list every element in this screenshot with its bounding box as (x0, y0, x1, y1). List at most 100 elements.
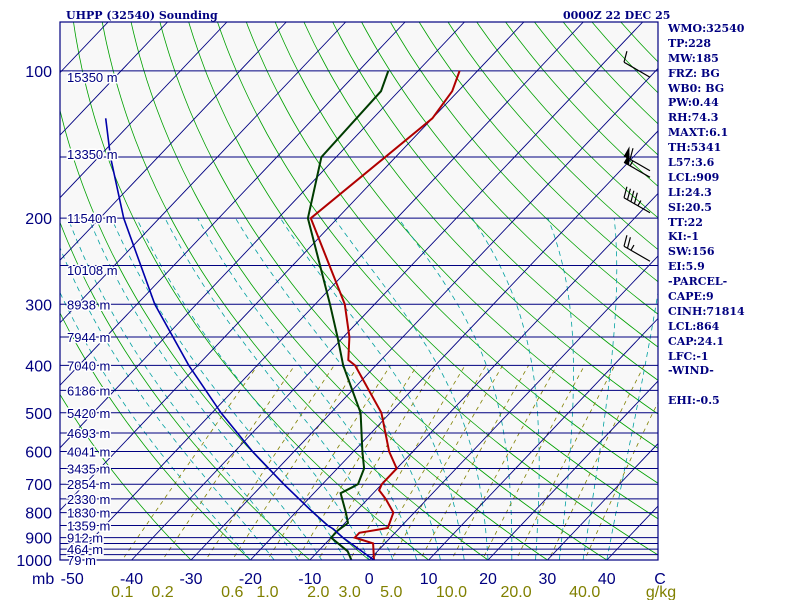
index-line: EHI:-0.5 (668, 394, 720, 408)
index-line: LI:24.3 (668, 185, 712, 199)
pressure-tick-label: 600 (25, 445, 52, 462)
pressure-tick-label: 700 (25, 477, 52, 494)
dry-adiabat (389, 22, 658, 315)
temperature-tick-label: 10 (420, 571, 438, 588)
index-line: EI:5.9 (668, 260, 705, 274)
isotherm (60, 22, 525, 511)
temperature-tick-label: -20 (239, 571, 262, 588)
dry-adiabat (101, 22, 489, 560)
dry-adiabat (274, 22, 658, 449)
wind-barb (623, 152, 651, 178)
pressure-tick-label: 1000 (16, 553, 52, 570)
height-label: 5420 m (67, 406, 110, 421)
height-label: 3435 m (67, 462, 110, 477)
pressure-unit-label: mb (32, 571, 54, 588)
height-label: 15350 m (67, 70, 118, 85)
index-line: L57:3.6 (668, 156, 715, 170)
dewpoint-profile (306, 70, 390, 560)
index-line: MW:185 (668, 51, 719, 65)
moist-adiabat (60, 246, 275, 560)
dry-adiabat (245, 22, 658, 484)
moist-adiabat (235, 217, 441, 560)
temperature-tick-label: -40 (120, 571, 143, 588)
mixing-ratio-tick-label: 2.0 (307, 584, 329, 600)
index-line: CINH:71814 (668, 304, 745, 318)
mixing-ratio-line (121, 365, 259, 560)
height-label: 7040 m (67, 358, 110, 373)
height-label: 7944 m (67, 330, 110, 345)
dry-adiabat (217, 22, 658, 520)
temperature-tick-label: 0 (365, 571, 374, 588)
isotherm (60, 22, 347, 324)
mixing-ratio-tick-label: 0.6 (221, 584, 243, 600)
plot-area (60, 22, 658, 560)
indices-panel: WMO:32540 TP:228 MW:185 FRZ: BG WB0: BG PW:0.… (668, 22, 798, 409)
mixing-ratio-line (205, 365, 335, 560)
pressure-tick-label: 200 (25, 211, 52, 228)
index-line: RH:74.3 (668, 111, 719, 125)
isotherm (487, 380, 658, 560)
dry-adiabat (562, 22, 658, 125)
isotherm (60, 22, 168, 136)
mixing-ratio-line (267, 365, 391, 560)
index-line: SW:156 (668, 245, 715, 259)
isotherm (547, 442, 658, 560)
mixing-ratio-line (515, 365, 616, 560)
index-line: LCL:909 (668, 170, 720, 184)
isotherm (71, 22, 584, 560)
plot-frame (59, 21, 659, 561)
isotherm (428, 317, 658, 560)
isotherm (190, 67, 658, 560)
moist-adiabat (67, 218, 299, 560)
pressure-tick-label: 100 (25, 64, 52, 81)
mixing-ratio-line (584, 401, 658, 560)
index-line: WMO:32540 (668, 22, 745, 35)
temperature-tick-label: 20 (479, 571, 497, 588)
index-line: WB0: BG (668, 81, 725, 95)
pressure-tick-label: 800 (25, 506, 52, 523)
temperature-tick-label: 30 (539, 571, 557, 588)
height-label: 912 m (67, 531, 103, 546)
mixing-ratio-tick-label: 0.2 (151, 584, 173, 600)
dry-adiabat (332, 22, 658, 381)
index-line: -WIND- (668, 364, 714, 378)
mixing-ratio-line (390, 365, 504, 560)
mixing-ratio-tick-label: 20.0 (500, 584, 531, 600)
index-line: KI:-1 (668, 230, 699, 244)
mixing-ratio-line (317, 365, 437, 560)
temperature-tick-label: -50 (61, 571, 84, 588)
index-line: TP:228 (668, 36, 712, 50)
mixing-ratio-tick-label: 40.0 (569, 584, 600, 600)
height-label: 11540 m (67, 211, 117, 226)
mixing-ratio-tick-label: 10.0 (436, 584, 467, 600)
isotherm (250, 130, 658, 560)
mixing-ratio-line (481, 365, 585, 560)
mixing-ratio-line (419, 365, 529, 560)
height-label: 4693 m (67, 426, 110, 441)
dry-adiabat (60, 312, 251, 560)
height-label: 1830 m (67, 506, 110, 521)
dry-adiabat (130, 22, 548, 560)
wind-barb (623, 186, 651, 214)
dry-adiabat (418, 22, 658, 283)
dry-adiabat (303, 22, 658, 415)
dry-adiabat (447, 22, 658, 251)
mixing-ratio-line (162, 365, 296, 560)
mixing-ratio-tick-label: 3.0 (339, 584, 361, 600)
station-title: UHPP (32540) Sounding (66, 9, 218, 22)
mixing-ratio-tick-label: 0.1 (111, 584, 133, 600)
pressure-tick-label: 300 (25, 297, 52, 314)
height-label: 2854 m (67, 477, 110, 492)
height-label: 1359 m (67, 518, 110, 533)
dry-adiabat (476, 22, 658, 219)
temperature-tick-label: 40 (598, 571, 616, 588)
index-line: FRZ: BG (668, 66, 720, 80)
dry-adiabat (60, 393, 192, 560)
index-line: SI:20.5 (668, 200, 712, 214)
mixing-ratio-unit-label: g/kg (646, 584, 676, 600)
isotherm (368, 255, 658, 560)
wind-barb (623, 235, 651, 262)
pressure-tick-label: 400 (25, 358, 52, 375)
mixing-ratio-line (231, 365, 359, 560)
